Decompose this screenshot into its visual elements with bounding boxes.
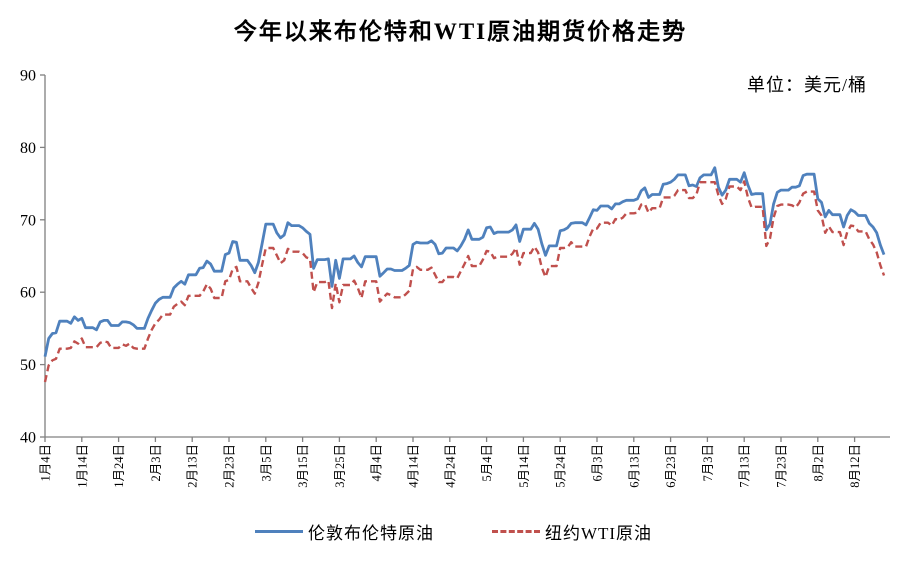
svg-text:7月3日: 7月3日 [701,444,715,482]
svg-text:4月14日: 4月14日 [407,444,421,488]
svg-text:4月4日: 4月4日 [370,444,384,482]
legend-label-brent: 伦敦布伦特原油 [307,524,434,543]
svg-text:3月5日: 3月5日 [259,444,273,482]
svg-text:1月24日: 1月24日 [112,444,126,488]
svg-text:8月2日: 8月2日 [811,444,825,482]
svg-text:40: 40 [20,430,36,447]
legend-item-wti: 纽约WTI原油 [491,519,653,544]
svg-text:90: 90 [20,68,36,85]
svg-text:5月24日: 5月24日 [554,444,568,488]
svg-text:1月4日: 1月4日 [39,444,53,482]
chart-legend: 伦敦布伦特原油 纽约WTI原油 [0,519,907,544]
unit-label: 单位：美元/桶 [746,75,867,95]
svg-text:2月23日: 2月23日 [223,444,237,488]
svg-text:8月12日: 8月12日 [848,444,862,488]
svg-text:70: 70 [20,212,36,229]
svg-text:4月24日: 4月24日 [443,444,457,488]
svg-text:3月15日: 3月15日 [296,444,310,488]
svg-text:50: 50 [20,357,36,374]
legend-item-brent: 伦敦布伦特原油 [254,519,434,544]
svg-text:6月3日: 6月3日 [591,444,605,482]
svg-text:3月25日: 3月25日 [333,444,347,488]
svg-text:6月23日: 6月23日 [664,444,678,488]
svg-text:1月14日: 1月14日 [75,444,89,488]
wti-line-sample-icon [491,530,540,533]
svg-text:7月13日: 7月13日 [738,444,752,488]
brent-line-sample-icon [254,529,303,534]
svg-text:60: 60 [20,285,36,302]
svg-text:5月14日: 5月14日 [517,444,531,488]
legend-label-wti: 纽约WTI原油 [544,524,653,543]
svg-text:2月13日: 2月13日 [186,444,200,488]
svg-text:6月13日: 6月13日 [627,444,641,488]
svg-text:2月3日: 2月3日 [149,444,163,482]
chart-title: 今年以来布伦特和WTI原油期货价格走势 [233,19,688,44]
svg-text:7月23日: 7月23日 [775,444,789,488]
svg-text:80: 80 [20,140,36,157]
svg-text:5月4日: 5月4日 [480,444,494,482]
